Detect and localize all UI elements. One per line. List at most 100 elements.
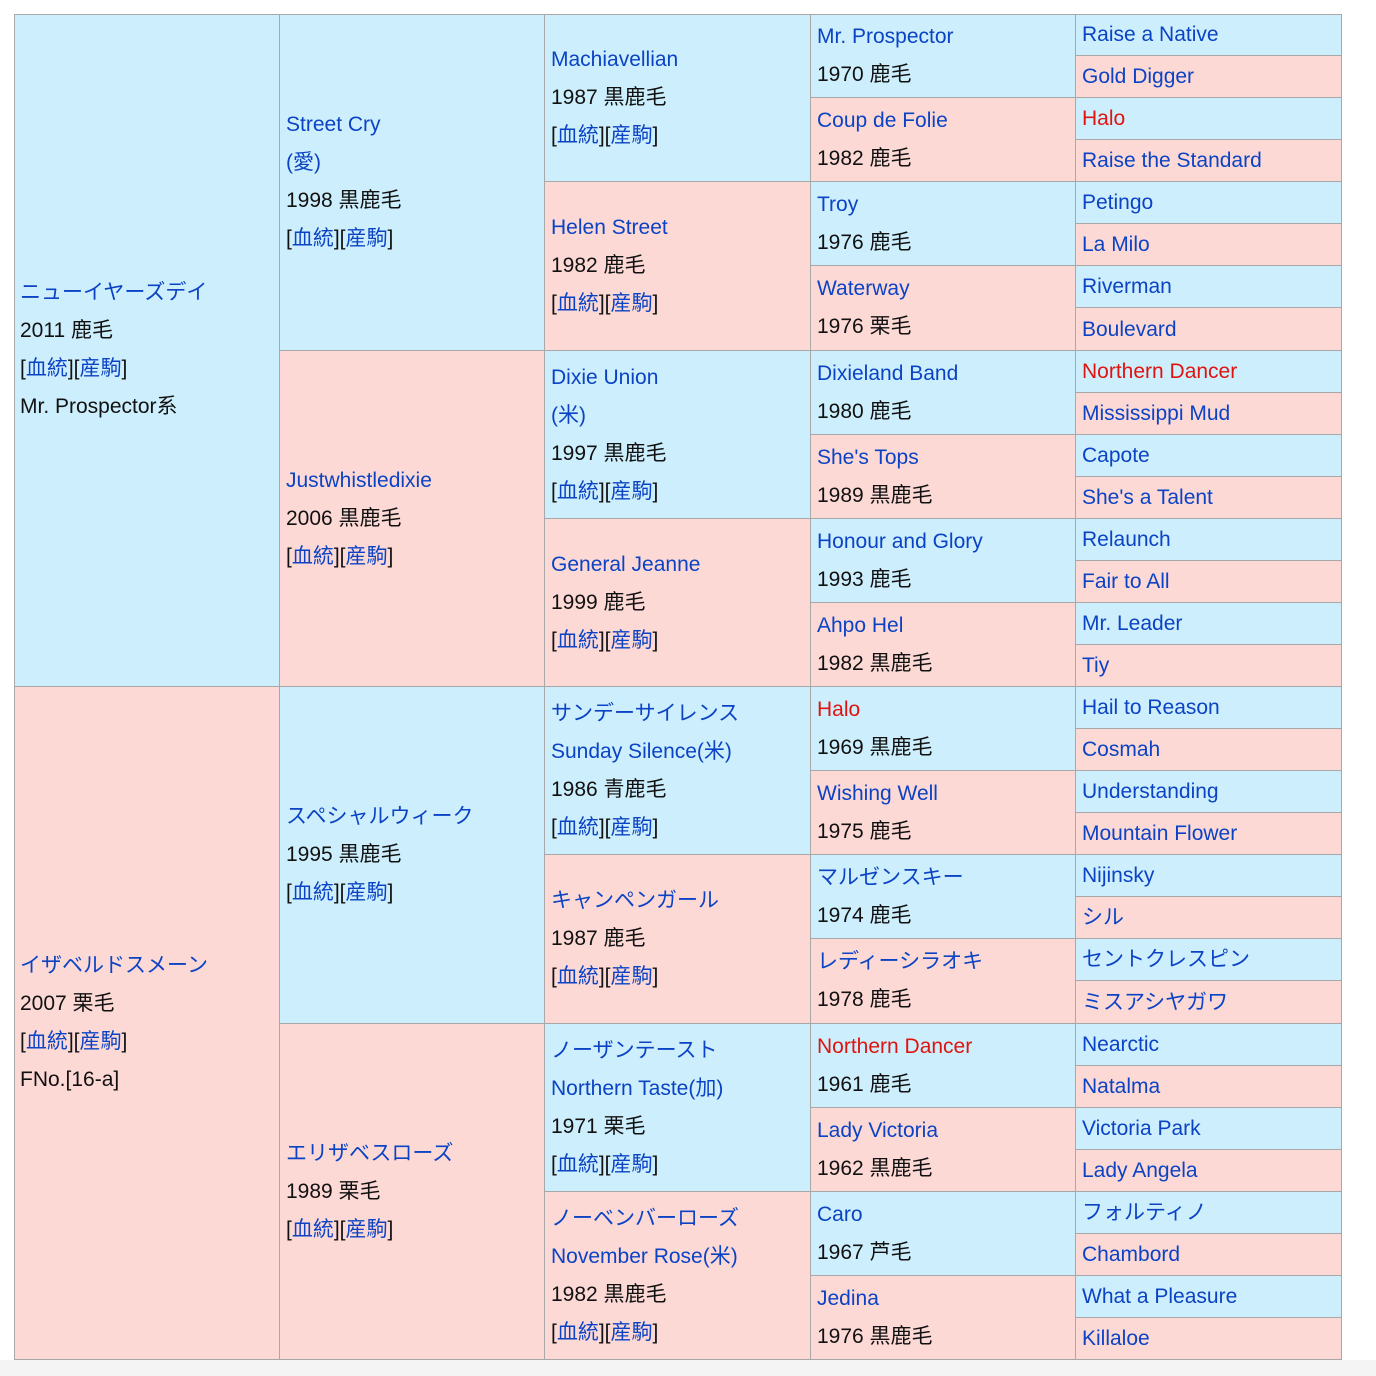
country-link[interactable]: (愛) [286, 151, 321, 174]
bloodline-link[interactable]: 血統 [291, 881, 334, 904]
produce-link[interactable]: 産駒 [610, 965, 653, 988]
horse-name-link[interactable]: Petingo [1082, 191, 1154, 214]
horse-name-link[interactable]: Coup de Folie [817, 108, 948, 132]
produce-link[interactable]: 産駒 [345, 227, 388, 250]
horse-name-link[interactable]: Ahpo Hel [817, 613, 904, 637]
horse-name-link[interactable]: Gold Digger [1082, 65, 1195, 88]
horse-name-link[interactable]: What a Pleasure [1082, 1285, 1238, 1308]
horse-name-link[interactable]: ノーザンテースト [551, 1038, 718, 1062]
horse-name-link[interactable]: Halo [817, 697, 861, 721]
horse-name-link[interactable]: ニューイヤーズデイ [20, 281, 208, 304]
horse-name-link[interactable]: Waterway [817, 277, 910, 300]
produce-link[interactable]: 産駒 [610, 292, 653, 315]
bloodline-link[interactable]: 血統 [291, 227, 334, 250]
produce-link[interactable]: 産駒 [79, 357, 122, 380]
produce-link[interactable]: 産駒 [610, 628, 653, 652]
horse-name-link[interactable]: Mr. Leader [1082, 612, 1183, 635]
horse-name-link[interactable]: Raise a Native [1082, 23, 1219, 46]
horse-name-link[interactable]: Fair to All [1082, 570, 1170, 593]
horse-name-link[interactable]: Street Cry [286, 113, 381, 136]
produce-link[interactable]: 産駒 [610, 1152, 653, 1176]
horse-name-link[interactable]: Capote [1082, 444, 1150, 467]
horse-name-link[interactable]: Cosmah [1082, 738, 1161, 761]
country-link[interactable]: Northern Taste(加) [551, 1076, 724, 1100]
horse-name-link[interactable]: キャンペンガール [551, 889, 719, 912]
horse-name-link[interactable]: Understanding [1082, 780, 1219, 803]
produce-link[interactable]: 産駒 [345, 881, 388, 904]
horse-name-link[interactable]: Caro [817, 1202, 863, 1226]
bloodline-link[interactable]: 血統 [25, 357, 68, 380]
bloodline-link[interactable]: 血統 [556, 479, 599, 503]
horse-name-link[interactable]: Justwhistledixie [286, 468, 432, 492]
cell-gen5: Mountain Flower [1076, 813, 1342, 855]
horse-name-link[interactable]: Mountain Flower [1082, 822, 1238, 845]
horse-name-link[interactable]: フォルティノ [1082, 1201, 1207, 1224]
horse-name-link[interactable]: Chambord [1082, 1243, 1181, 1266]
horse-name-link[interactable]: Helen Street [551, 216, 668, 239]
horse-name-link[interactable]: エリザベスローズ [286, 1141, 454, 1165]
horse-name-link[interactable]: スペシャルウィーク [286, 805, 474, 828]
country-link[interactable]: (米) [551, 403, 586, 427]
horse-name-link[interactable]: Dixieland Band [817, 361, 959, 385]
horse-name-link[interactable]: La Milo [1082, 233, 1150, 256]
bloodline-link[interactable]: 血統 [556, 628, 599, 652]
produce-link[interactable]: 産駒 [610, 123, 653, 147]
horse-name-link[interactable]: Honour and Glory [817, 529, 983, 553]
produce-link[interactable]: 産駒 [345, 544, 388, 568]
horse-name-link[interactable]: Relaunch [1082, 528, 1171, 551]
bloodline-link[interactable]: 血統 [556, 1152, 599, 1176]
horse-name-line: La Milo [1082, 224, 1341, 265]
horse-name-link[interactable]: Northern Dancer [817, 1034, 973, 1058]
bloodline-link[interactable]: 血統 [556, 123, 599, 147]
bloodline-link[interactable]: 血統 [291, 544, 334, 568]
horse-name-link[interactable]: Machiavellian [551, 47, 679, 71]
horse-name-link[interactable]: Tiy [1082, 654, 1110, 677]
bloodline-link[interactable]: 血統 [291, 1217, 334, 1241]
produce-link[interactable]: 産駒 [345, 1217, 388, 1241]
horse-name-link[interactable]: Dixie Union [551, 365, 659, 389]
produce-link[interactable]: 産駒 [610, 815, 653, 839]
country-link[interactable]: November Rose(米) [551, 1244, 738, 1268]
horse-name-link[interactable]: サンデーサイレンス [551, 701, 740, 725]
horse-name-link[interactable]: Victoria Park [1082, 1117, 1201, 1140]
horse-name-link[interactable]: シル [1082, 906, 1124, 929]
horse-name-link[interactable]: レディーシラオキ [817, 950, 984, 973]
horse-name-line: Natalma [1082, 1066, 1341, 1107]
horse-name-link[interactable]: Wishing Well [817, 781, 938, 805]
produce-link[interactable]: 産駒 [610, 1320, 653, 1344]
horse-name-link[interactable]: Boulevard [1082, 317, 1177, 341]
horse-name-link[interactable]: Halo [1082, 107, 1126, 130]
bloodline-link[interactable]: 血統 [556, 292, 599, 315]
horse-name-link[interactable]: She's a Talent [1082, 486, 1213, 509]
horse-name-link[interactable]: イザベルドスメーン [20, 954, 208, 977]
horse-name-link[interactable]: Mississippi Mud [1082, 402, 1231, 425]
bloodline-link[interactable]: 血統 [25, 1030, 68, 1053]
horse-name-link[interactable]: Northern Dancer [1082, 360, 1238, 383]
horse-name-link[interactable]: セントクレスピン [1082, 948, 1250, 971]
horse-name-link[interactable]: Natalma [1082, 1075, 1161, 1098]
horse-name-link[interactable]: ミスアシヤガワ [1082, 990, 1229, 1014]
horse-name-link[interactable]: Killaloe [1082, 1327, 1150, 1350]
horse-name-link[interactable]: She's Tops [817, 445, 919, 469]
horse-name-link[interactable]: Mr. Prospector [817, 24, 954, 48]
produce-link[interactable]: 産駒 [79, 1030, 122, 1053]
horse-name-link[interactable]: Hail to Reason [1082, 696, 1220, 719]
horse-name-link[interactable]: Lady Angela [1082, 1159, 1198, 1182]
horse-name-link[interactable]: Jedina [817, 1286, 879, 1310]
horse-name-link[interactable]: マルゼンスキー [817, 865, 964, 889]
country-link[interactable]: Sunday Silence(米) [551, 739, 732, 763]
horse-name-link[interactable]: Raise the Standard [1082, 149, 1262, 172]
horse-name-link[interactable]: ノーベンバーローズ [551, 1206, 739, 1230]
produce-link[interactable]: 産駒 [610, 479, 653, 503]
link-line: [血統][産駒] [551, 123, 659, 147]
horse-name-line: Raise a Native [1082, 14, 1341, 55]
bloodline-link[interactable]: 血統 [556, 965, 599, 988]
horse-name-link[interactable]: Troy [817, 192, 859, 216]
horse-name-link[interactable]: Nijinsky [1082, 864, 1155, 887]
bloodline-link[interactable]: 血統 [556, 1320, 599, 1344]
horse-name-link[interactable]: Riverman [1082, 275, 1172, 298]
bloodline-link[interactable]: 血統 [556, 815, 599, 839]
horse-name-link[interactable]: General Jeanne [551, 552, 701, 576]
horse-name-link[interactable]: Nearctic [1082, 1033, 1160, 1056]
horse-name-link[interactable]: Lady Victoria [817, 1118, 939, 1142]
